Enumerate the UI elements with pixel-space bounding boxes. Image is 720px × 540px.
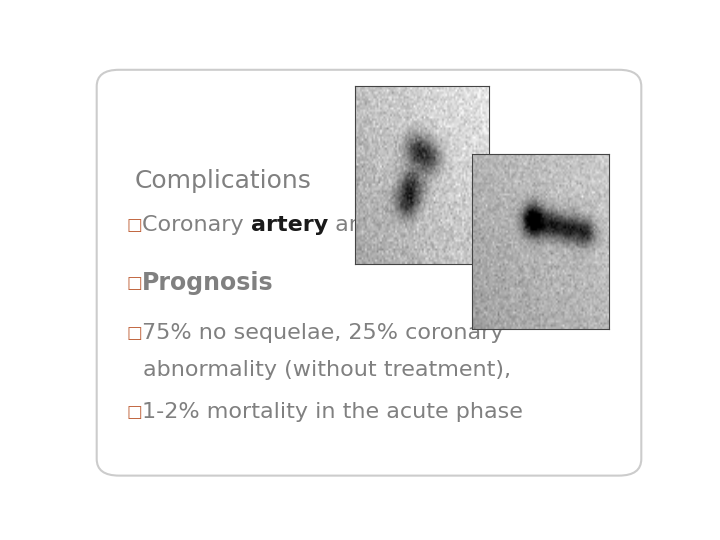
Text: artery: artery <box>251 215 328 235</box>
Text: Prognosis: Prognosis <box>142 271 274 295</box>
Text: aneurysm: aneurysm <box>328 215 446 235</box>
Text: □: □ <box>126 324 142 342</box>
Text: abnormality (without treatment),: abnormality (without treatment), <box>143 360 511 380</box>
Text: 75% no sequelae, 25% coronary: 75% no sequelae, 25% coronary <box>142 323 503 343</box>
FancyBboxPatch shape <box>96 70 642 476</box>
Text: □: □ <box>126 403 142 421</box>
Text: Complications: Complications <box>135 169 312 193</box>
Text: 1-2% mortality in the acute phase: 1-2% mortality in the acute phase <box>142 402 523 422</box>
Text: □: □ <box>126 274 142 292</box>
Text: □: □ <box>126 216 142 234</box>
Text: Coronary: Coronary <box>142 215 251 235</box>
